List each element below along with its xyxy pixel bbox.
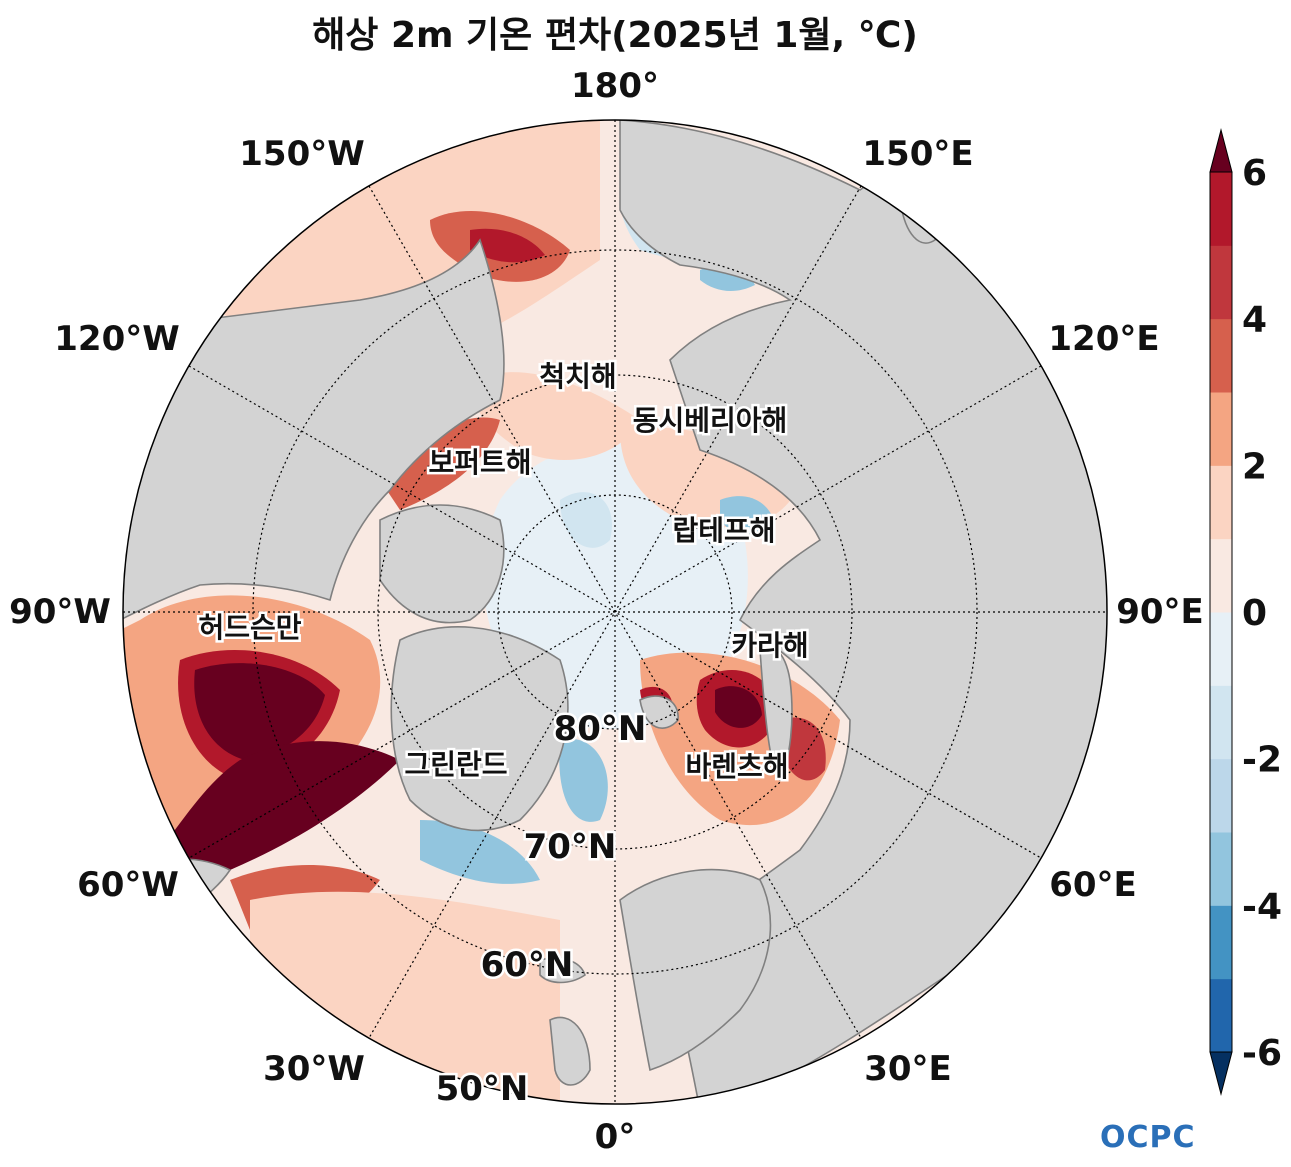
colorbar-band (1210, 758, 1232, 833)
lon-label-150e: 150°E (862, 134, 973, 174)
colorbar-extend-min (1209, 1051, 1233, 1096)
anomaly-labrador-max (160, 741, 400, 874)
land-british-isles (549, 1016, 591, 1086)
sea-label-laptev: 랍테프해 (672, 514, 775, 547)
lat-label-70: 70°N (524, 827, 617, 867)
colorbar-band (1210, 538, 1232, 613)
colorbar-band (1210, 465, 1232, 540)
anomaly-beaufort-strong (380, 417, 500, 510)
land-novaya-zemlya (759, 645, 793, 782)
lat-label-60: 60°N (481, 945, 574, 985)
colorbar-band (1210, 245, 1232, 320)
anomaly-chukchi (470, 372, 640, 460)
lon-label-30w: 30°W (263, 1049, 365, 1089)
anomaly-greenland-sea-cool (559, 738, 608, 822)
anomaly-bering-max (470, 228, 545, 263)
lon-label-60w: 60°W (77, 865, 179, 905)
anomaly-laptev-cool (720, 496, 775, 535)
anomaly-denmark-strait-cool (420, 820, 540, 884)
land-north-america (123, 238, 505, 622)
sea-label-chukchi: 척치해 (539, 360, 616, 393)
colorbar-tick-label: -4 (1242, 886, 1282, 927)
lon-label-60e: 60°E (1049, 865, 1137, 905)
lon-label-120w: 120°W (54, 319, 179, 359)
map-field (123, 120, 1107, 1104)
lon-label-120e: 120°E (1048, 319, 1159, 359)
lon-label-180: 180° (571, 66, 659, 106)
land-scandinavia (619, 868, 772, 1072)
graticule (123, 120, 1107, 1104)
colorbar: 6 4 2 0 -2 -4 -6 (1209, 128, 1282, 1096)
meridian-120e-60w (188, 365, 1042, 859)
map-boundary (122, 119, 1108, 1105)
colorbar-band (1210, 832, 1232, 906)
colorbar-band (1210, 978, 1232, 1053)
colorbar-tick-label: 6 (1242, 153, 1267, 194)
lat-label-50: 50°N (436, 1069, 529, 1109)
latitude-labels: 80°N 70°N 60°N 50°N (433, 707, 649, 1112)
sea-label-beaufort: 보퍼트해 (428, 446, 531, 479)
land-masses (123, 120, 1107, 1104)
colorbar-band (1210, 685, 1232, 760)
lon-label-0: 0° (595, 1117, 636, 1157)
colorbar-band (1210, 172, 1232, 246)
sea-label-hudson: 허드슨만 (198, 611, 301, 644)
lat-label-80: 80°N (554, 709, 647, 749)
sea-label-greenland: 그린란드 (404, 748, 507, 781)
lon-label-90w: 90°W (9, 592, 111, 632)
colorbar-band (1210, 905, 1232, 980)
colorbar-tick-label: -6 (1242, 1033, 1282, 1074)
lon-label-90e: 90°E (1116, 592, 1204, 632)
colorbar-band (1210, 392, 1232, 466)
anomaly-hudson-max (194, 663, 325, 760)
sea-labels: 척치해 동시베리아해 보퍼트해 랍테프해 허드슨만 카라해 그린란드 바렌츠해 (196, 358, 811, 786)
anomaly-central-cool (560, 492, 612, 548)
anomaly-bering-warm (200, 120, 600, 360)
ocpc-logo: OCPC (1100, 1120, 1196, 1155)
land-canadian-archipelago (379, 504, 505, 624)
map-title: 해상 2m 기온 편차(2025년 1월, ℃) (312, 15, 918, 56)
colorbar-tick-label: 2 (1242, 446, 1267, 487)
colorbar-outline (1209, 171, 1233, 1053)
sea-label-barents: 바렌츠해 (685, 750, 788, 783)
colorbar-band (1210, 612, 1232, 686)
longitude-labels: 180° 150°E 120°E 90°E 60°E 30°E 0° 30°W … (9, 66, 1204, 1157)
lon-label-30e: 30°E (864, 1049, 952, 1089)
colorbar-tick-label: 4 (1242, 300, 1267, 341)
lon-label-150w: 150°W (239, 134, 364, 174)
land-greenland (390, 626, 569, 832)
colorbar-tick-label: -2 (1242, 740, 1282, 781)
colorbar-extend-max (1209, 128, 1233, 173)
colorbar-tick-label: 0 (1242, 593, 1267, 634)
sea-label-kara: 카라해 (731, 629, 808, 662)
sea-label-east-siberian: 동시베리아해 (633, 404, 788, 437)
anomaly-kara-max (715, 686, 762, 728)
colorbar-band (1210, 318, 1232, 393)
